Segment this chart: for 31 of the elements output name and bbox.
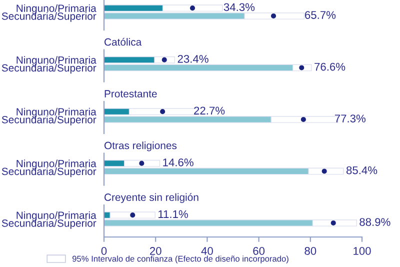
data-label: 22.7% [194,106,225,115]
data-label: 76.6% [314,62,346,71]
chart-title: Creyente sin religión [104,193,198,203]
x-tick-label: 20 [150,247,162,255]
data-label: 88.9% [360,218,390,226]
chart-title: Protestante [104,90,157,98]
y-tick-label: Ninguno/Primaria [16,56,96,66]
y-tick-label: Ninguno/Primaria [16,4,96,14]
y-tick-label: Secundaria/Superior [2,116,96,126]
y-tick-label: Secundaria/Superior [2,167,96,178]
data-label: 34.3% [224,3,255,12]
data-label: 65.7% [305,11,336,19]
y-tick-label: Secundaria/Superior [2,219,96,229]
x-tick-label: 0 [101,247,107,255]
data-label: 77.3% [334,114,366,122]
x-tick-label: 100 [354,247,371,255]
data-label: 23.4% [178,54,208,63]
x-tick-label: 80 [304,247,316,255]
y-tick-label: Secundaria/Superior [2,12,96,22]
y-tick-label: Ninguno/Primaria [16,160,96,170]
y-tick-label: Ninguno/Primaria [16,108,96,118]
x-tick-label: 40 [201,247,213,255]
data-label: 11.1% [158,210,188,218]
data-label: 85.4% [346,166,378,174]
chart-title: Otras religiones [104,142,177,152]
text: 95% Intervalo de confianza (Efecto de diseño incorporado) [72,256,288,264]
data-label: 14.6% [163,158,194,166]
y-tick-label: Ninguno/Primaria [16,211,96,222]
chart-title: Católica [104,38,142,46]
y-tick-label: Secundaria/Superior [2,64,96,74]
x-tick-label: 60 [253,247,265,255]
